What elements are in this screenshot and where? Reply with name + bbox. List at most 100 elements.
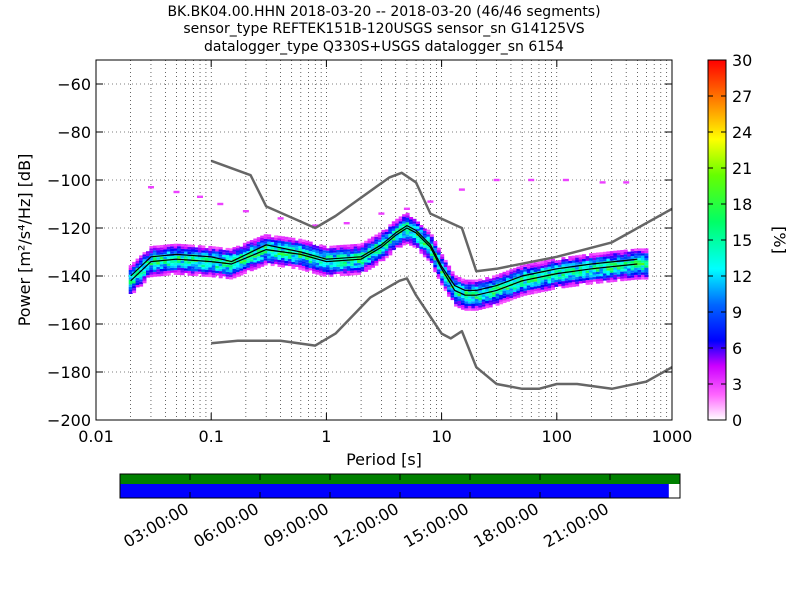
psd-cell xyxy=(184,270,189,274)
psd-cell xyxy=(616,257,621,260)
psd-cell xyxy=(436,247,441,251)
psd-cell xyxy=(422,230,427,234)
psd-cell xyxy=(339,266,344,269)
psd-cell xyxy=(315,262,320,266)
psd-cell xyxy=(194,266,199,269)
psd-cell xyxy=(433,269,438,273)
psd-cell xyxy=(623,278,628,281)
psd-cell xyxy=(163,268,168,272)
psd-cell xyxy=(284,246,289,249)
chart-title-line-2: sensor_type REFTEK151B-120USGS sensor_sn… xyxy=(183,21,584,37)
x-tick-label: 100 xyxy=(542,427,573,446)
psd-cell xyxy=(229,257,234,261)
mode-curve-line xyxy=(130,225,638,291)
psd-cell xyxy=(149,270,154,273)
psd-cell xyxy=(242,245,247,248)
psd-cell xyxy=(506,289,510,293)
psd-cell xyxy=(301,256,306,259)
psd-cell xyxy=(509,298,514,301)
psd-cell xyxy=(443,283,448,287)
psd-cell xyxy=(436,274,441,277)
psd-cell xyxy=(516,288,521,291)
psd-cell xyxy=(291,257,296,260)
psd-cell xyxy=(492,282,497,285)
psd-cell xyxy=(623,256,628,260)
psd-cell xyxy=(267,253,272,256)
psd-cell xyxy=(364,264,369,268)
y-tick-label: −140 xyxy=(47,267,91,286)
psd-cell xyxy=(139,267,144,270)
psd-cell xyxy=(609,277,614,280)
psd-cell xyxy=(173,246,178,249)
psd-cell xyxy=(229,269,234,273)
psd-cell xyxy=(623,271,628,274)
psd-cell xyxy=(236,252,240,256)
psd-cell xyxy=(197,264,202,267)
psd-cell xyxy=(218,271,223,274)
psd-cell xyxy=(364,269,369,272)
psd-cell xyxy=(398,233,403,236)
psd-cell xyxy=(599,273,604,277)
psd-cell xyxy=(488,305,493,308)
psd-cell xyxy=(464,303,469,306)
psd-cell xyxy=(222,254,227,258)
psd-cell xyxy=(602,251,607,255)
psd-cell xyxy=(146,260,150,264)
psd-cell xyxy=(267,234,272,237)
psd-cell xyxy=(253,255,258,258)
psd-cell xyxy=(377,254,382,257)
psd-cell xyxy=(132,269,137,272)
psd-cell xyxy=(146,256,150,259)
psd-cell xyxy=(523,286,528,289)
psd-cell xyxy=(326,250,330,254)
psd-cell xyxy=(613,267,618,270)
psd-cell xyxy=(339,254,344,257)
psd-cell xyxy=(322,250,327,253)
psd-cell xyxy=(450,297,455,301)
psd-cell xyxy=(602,275,607,279)
psd-cell xyxy=(641,274,645,278)
psd-cell xyxy=(305,267,310,270)
psd-cell xyxy=(592,264,597,268)
psd-cell xyxy=(402,231,407,234)
psd-cell xyxy=(367,243,372,246)
psd-cell xyxy=(616,271,621,275)
psd-cell xyxy=(291,259,296,262)
psd-cell xyxy=(422,252,427,255)
psd-cell xyxy=(253,267,258,270)
psd-cell xyxy=(461,290,465,293)
psd-cell xyxy=(644,258,649,261)
psd-cell xyxy=(623,266,628,269)
psd-cell xyxy=(364,247,369,251)
psd-cell xyxy=(260,242,265,246)
psd-cell xyxy=(578,281,583,284)
psd-cell xyxy=(641,270,645,273)
psd-cell xyxy=(634,255,639,259)
psd-cell xyxy=(454,301,459,305)
psd-cell xyxy=(422,250,427,253)
psd-cell xyxy=(488,300,493,303)
psd-cell xyxy=(166,273,171,276)
psd-cell xyxy=(450,278,455,281)
psd-cell xyxy=(509,293,514,296)
psd-cell xyxy=(582,259,587,262)
psd-cell xyxy=(623,273,628,276)
psd-cell xyxy=(422,235,427,239)
psd-cell xyxy=(367,241,372,244)
psd-cell xyxy=(229,248,234,251)
psd-cell xyxy=(339,271,344,274)
psd-cell xyxy=(564,263,569,267)
psd-cell xyxy=(180,263,185,266)
psd-cell xyxy=(312,247,317,250)
psd-cell xyxy=(471,282,476,285)
psd-cell xyxy=(519,282,524,285)
psd-cell xyxy=(606,277,611,281)
psd-cell-outlier xyxy=(277,217,284,220)
psd-cell xyxy=(336,250,341,253)
psd-cell xyxy=(512,296,517,300)
psd-cell xyxy=(242,266,247,270)
psd-cell xyxy=(540,277,545,281)
psd-cell xyxy=(447,265,452,268)
psd-cell xyxy=(291,254,296,257)
psd-cell xyxy=(315,260,320,263)
